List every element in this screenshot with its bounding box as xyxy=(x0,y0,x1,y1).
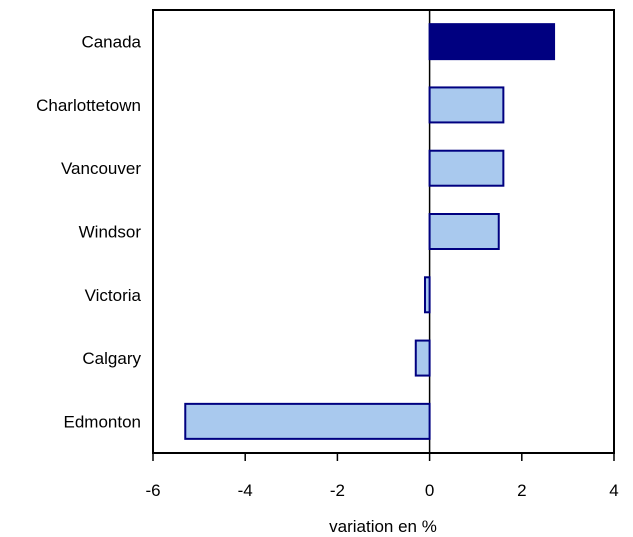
bar-calgary xyxy=(414,339,431,377)
bar-canada xyxy=(428,23,556,61)
bar-victoria xyxy=(423,276,431,314)
category-label-calgary: Calgary xyxy=(82,349,141,368)
category-label-windsor: Windsor xyxy=(79,223,142,242)
category-labels: Canada Charlottetown Vancouver Windsor Victo… xyxy=(36,33,141,432)
x-tick-label: -2 xyxy=(330,481,345,500)
bar-vancouver xyxy=(428,149,505,187)
category-label-charlottetown: Charlottetown xyxy=(36,96,141,115)
category-label-edmonton: Edmonton xyxy=(64,412,142,431)
bars-group xyxy=(184,23,556,440)
x-axis-ticks: -6 -4 -2 0 2 4 xyxy=(145,453,619,500)
x-axis-title: variation en % xyxy=(329,517,437,536)
bar-edmonton xyxy=(184,402,431,440)
bar-windsor xyxy=(428,213,500,250)
bar-charlottetown xyxy=(428,86,505,124)
x-tick-label: 4 xyxy=(609,481,618,500)
category-label-canada: Canada xyxy=(81,33,141,52)
x-tick-label: -6 xyxy=(145,481,160,500)
category-label-victoria: Victoria xyxy=(85,286,142,305)
x-tick-label: -4 xyxy=(238,481,253,500)
x-tick-label: 2 xyxy=(517,481,526,500)
category-label-vancouver: Vancouver xyxy=(61,159,141,178)
x-tick-label: 0 xyxy=(425,481,434,500)
plot-area-frame xyxy=(152,9,615,454)
